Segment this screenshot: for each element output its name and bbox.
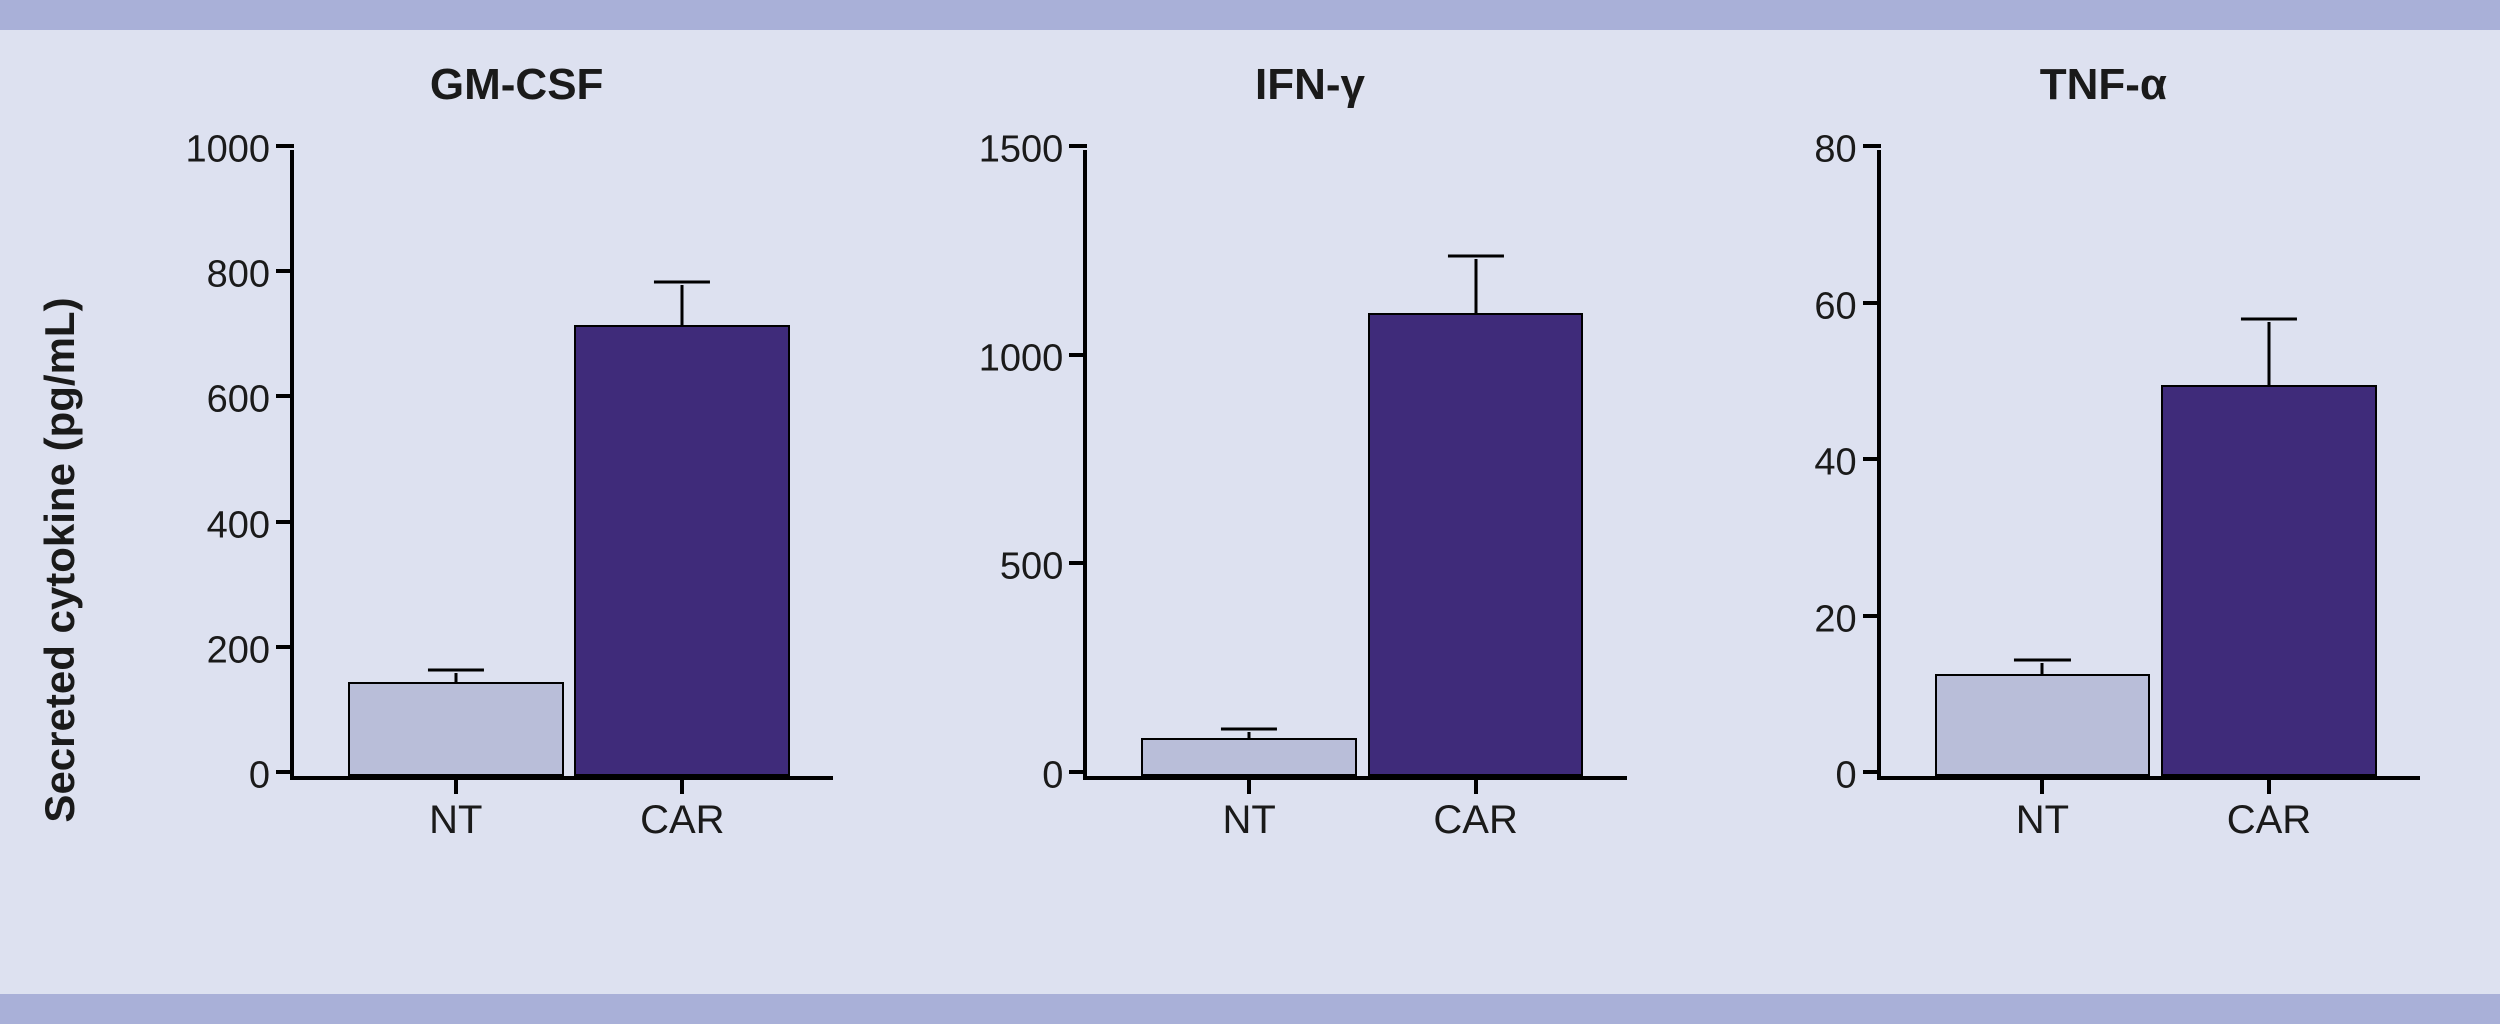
x-tick-label: CAR [1433,798,1517,843]
error-cap [1448,254,1504,257]
error-cap [2241,318,2297,321]
y-tick-label: 0 [1042,755,1063,798]
panel-ifn-gamma: IFN-γ 050010001500NTCAR [913,30,1706,994]
x-tick [680,776,684,794]
error-cap [428,668,484,671]
bottom-border-bar [0,994,2500,1024]
plot-wrap: 050010001500NTCAR [973,140,1646,860]
y-tick [1863,614,1881,618]
error-bar [1248,732,1251,738]
error-bar [2041,663,2044,675]
error-bar [454,673,457,682]
chart-title: TNF-α [1767,60,2440,110]
y-tick-label: 500 [1000,546,1063,589]
x-tick [454,776,458,794]
y-tick [1863,457,1881,461]
y-tick [276,520,294,524]
x-tick [2040,776,2044,794]
y-tick [276,770,294,774]
y-tick-label: 400 [207,504,270,547]
y-tick [1863,770,1881,774]
error-bar [681,285,684,326]
error-bar [1474,259,1477,313]
chart-title: GM-CSF [180,60,853,110]
y-tick [276,269,294,273]
y-tick-label: 20 [1814,598,1856,641]
panel-gm-csf: GM-CSF 02004006008001000NTCAR [120,30,913,994]
y-tick [1069,144,1087,148]
plot-area: 02004006008001000NTCAR [290,150,833,780]
error-bar [2267,322,2270,385]
y-tick-label: 80 [1814,129,1856,172]
y-tick-label: 200 [207,629,270,672]
x-tick-label: NT [2016,798,2069,843]
x-tick-label: NT [429,798,482,843]
x-tick-label: NT [1222,798,1275,843]
panels-row: Secreted cytokine (pg/mL) GM-CSF 0200400… [0,30,2500,994]
bar-nt [1141,738,1357,776]
bar-nt [1935,674,2151,776]
plot-wrap: 02004006008001000NTCAR [180,140,853,860]
y-tick-label: 60 [1814,285,1856,328]
y-tick [276,144,294,148]
y-tick-label: 1000 [185,129,270,172]
x-tick [2267,776,2271,794]
y-axis-label: Secreted cytokine (pg/mL) [36,298,84,823]
figure-container: Secreted cytokine (pg/mL) GM-CSF 0200400… [0,0,2500,1024]
error-cap [1221,728,1277,731]
bar-nt [348,682,564,776]
bar-car [2161,385,2377,776]
error-cap [2014,658,2070,661]
ylabel-column: Secreted cytokine (pg/mL) [0,30,120,994]
bar-car [574,325,790,776]
error-cap [654,280,710,283]
x-tick-label: CAR [640,798,724,843]
chart-title: IFN-γ [973,60,1646,110]
plot-wrap: 020406080NTCAR [1767,140,2440,860]
y-tick [1069,770,1087,774]
y-tick [1863,301,1881,305]
y-tick-label: 1500 [979,129,1064,172]
y-tick-label: 0 [249,755,270,798]
y-tick-label: 1000 [979,337,1064,380]
y-tick [276,394,294,398]
y-tick [1069,353,1087,357]
y-tick [1069,561,1087,565]
top-border-bar [0,0,2500,30]
y-tick-label: 600 [207,379,270,422]
plot-area: 050010001500NTCAR [1083,150,1626,780]
y-tick [276,645,294,649]
bar-car [1368,313,1584,776]
plot-area: 020406080NTCAR [1877,150,2420,780]
x-tick [1474,776,1478,794]
x-tick [1247,776,1251,794]
y-tick-label: 800 [207,254,270,297]
y-tick-label: 40 [1814,442,1856,485]
y-tick [1863,144,1881,148]
panel-tnf-alpha: TNF-α 020406080NTCAR [1707,30,2500,994]
y-tick-label: 0 [1836,755,1857,798]
x-tick-label: CAR [2227,798,2311,843]
